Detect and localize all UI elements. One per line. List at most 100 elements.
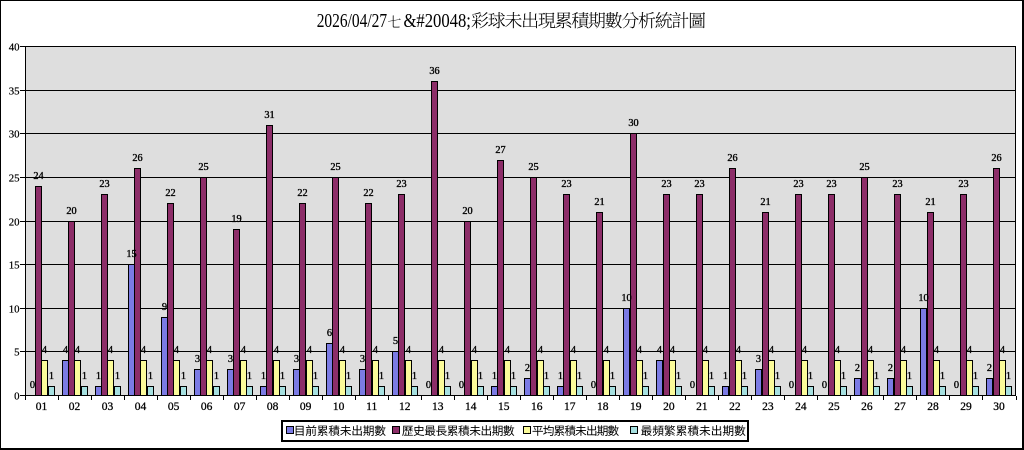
svg-text:20: 20 [462,206,472,217]
svg-text:23: 23 [99,179,109,190]
svg-text:5: 5 [14,347,19,359]
svg-text:6: 6 [327,328,332,339]
svg-text:1: 1 [577,371,582,382]
svg-text:1: 1 [643,371,648,382]
svg-text:0: 0 [426,380,431,391]
svg-text:1: 1 [676,371,681,382]
svg-text:1: 1 [412,371,417,382]
svg-text:15: 15 [498,401,510,413]
svg-text:1: 1 [214,371,219,382]
svg-text:9: 9 [162,302,167,313]
svg-text:4: 4 [901,345,906,356]
svg-text:28: 28 [927,401,939,413]
svg-text:1: 1 [82,371,87,382]
svg-text:22: 22 [363,188,373,199]
svg-text:14: 14 [465,401,477,413]
svg-text:26: 26 [861,401,873,413]
svg-text:1: 1 [49,371,54,382]
svg-text:1: 1 [1006,371,1011,382]
svg-text:04: 04 [135,401,147,413]
svg-text:13: 13 [432,401,444,413]
svg-text:19: 19 [630,401,642,413]
svg-text:1: 1 [247,371,252,382]
svg-text:0: 0 [30,380,35,391]
svg-text:4: 4 [1000,345,1005,356]
svg-text:1: 1 [379,371,384,382]
svg-text:4: 4 [141,345,146,356]
svg-text:3: 3 [756,354,761,365]
svg-text:4: 4 [637,345,642,356]
svg-text:17: 17 [564,401,576,413]
svg-text:29: 29 [960,401,972,413]
svg-text:4: 4 [340,345,345,356]
svg-text:2: 2 [855,363,860,374]
svg-text:1: 1 [478,371,483,382]
svg-text:1: 1 [723,371,728,382]
svg-text:4: 4 [174,345,179,356]
svg-text:1: 1 [874,371,879,382]
svg-text:1: 1 [610,371,615,382]
svg-text:4: 4 [307,345,312,356]
svg-text:1: 1 [742,371,747,382]
svg-text:1: 1 [511,371,516,382]
svg-text:4: 4 [934,345,939,356]
svg-text:4: 4 [207,345,212,356]
svg-text:5: 5 [393,336,398,347]
svg-text:0: 0 [459,380,464,391]
svg-text:30: 30 [628,118,638,129]
svg-text:20: 20 [9,217,20,229]
svg-text:1: 1 [445,371,450,382]
svg-text:23: 23 [793,179,803,190]
svg-text:3: 3 [294,354,299,365]
svg-text:4: 4 [42,345,47,356]
svg-text:10: 10 [918,293,928,304]
svg-text:4: 4 [439,345,444,356]
svg-text:4: 4 [274,345,279,356]
svg-text:1: 1 [313,371,318,382]
svg-text:40: 40 [9,42,20,54]
svg-text:4: 4 [703,345,708,356]
svg-text:23: 23 [826,179,836,190]
svg-text:1: 1 [558,371,563,382]
svg-text:21: 21 [594,197,604,208]
svg-text:1: 1 [973,371,978,382]
svg-text:09: 09 [300,401,312,413]
svg-text:4: 4 [967,345,972,356]
svg-text:4: 4 [241,345,246,356]
svg-text:4: 4 [472,345,477,356]
svg-text:1: 1 [544,371,549,382]
svg-text:23: 23 [661,179,671,190]
svg-text:26: 26 [727,153,737,164]
svg-text:1: 1 [775,371,780,382]
svg-text:0: 0 [14,391,19,403]
svg-text:08: 08 [267,401,279,413]
svg-text:2: 2 [525,363,530,374]
svg-text:4: 4 [505,345,510,356]
svg-text:1: 1 [346,371,351,382]
svg-text:0: 0 [690,380,695,391]
svg-text:4: 4 [571,345,576,356]
svg-text:30: 30 [9,129,20,141]
svg-text:2026/04/27: 2026/04/27 [317,9,387,31]
svg-text:36: 36 [429,66,439,77]
svg-text:25: 25 [828,401,840,413]
svg-text:11: 11 [366,401,377,413]
svg-text:25: 25 [528,162,538,173]
svg-text:24: 24 [33,171,43,182]
svg-text:10: 10 [621,293,631,304]
svg-text:1: 1 [709,371,714,382]
svg-text:25: 25 [198,162,208,173]
svg-text:19: 19 [231,214,241,225]
svg-text:1: 1 [808,371,813,382]
svg-text:4: 4 [538,345,543,356]
svg-text:4: 4 [604,345,609,356]
svg-text:4: 4 [63,345,68,356]
svg-text:12: 12 [399,401,411,413]
svg-text:1: 1 [907,371,912,382]
svg-text:23: 23 [561,179,571,190]
svg-text:10: 10 [9,304,20,316]
svg-text:22: 22 [165,188,175,199]
svg-text:03: 03 [102,401,114,413]
svg-text:4: 4 [108,345,113,356]
svg-text:0: 0 [954,380,959,391]
